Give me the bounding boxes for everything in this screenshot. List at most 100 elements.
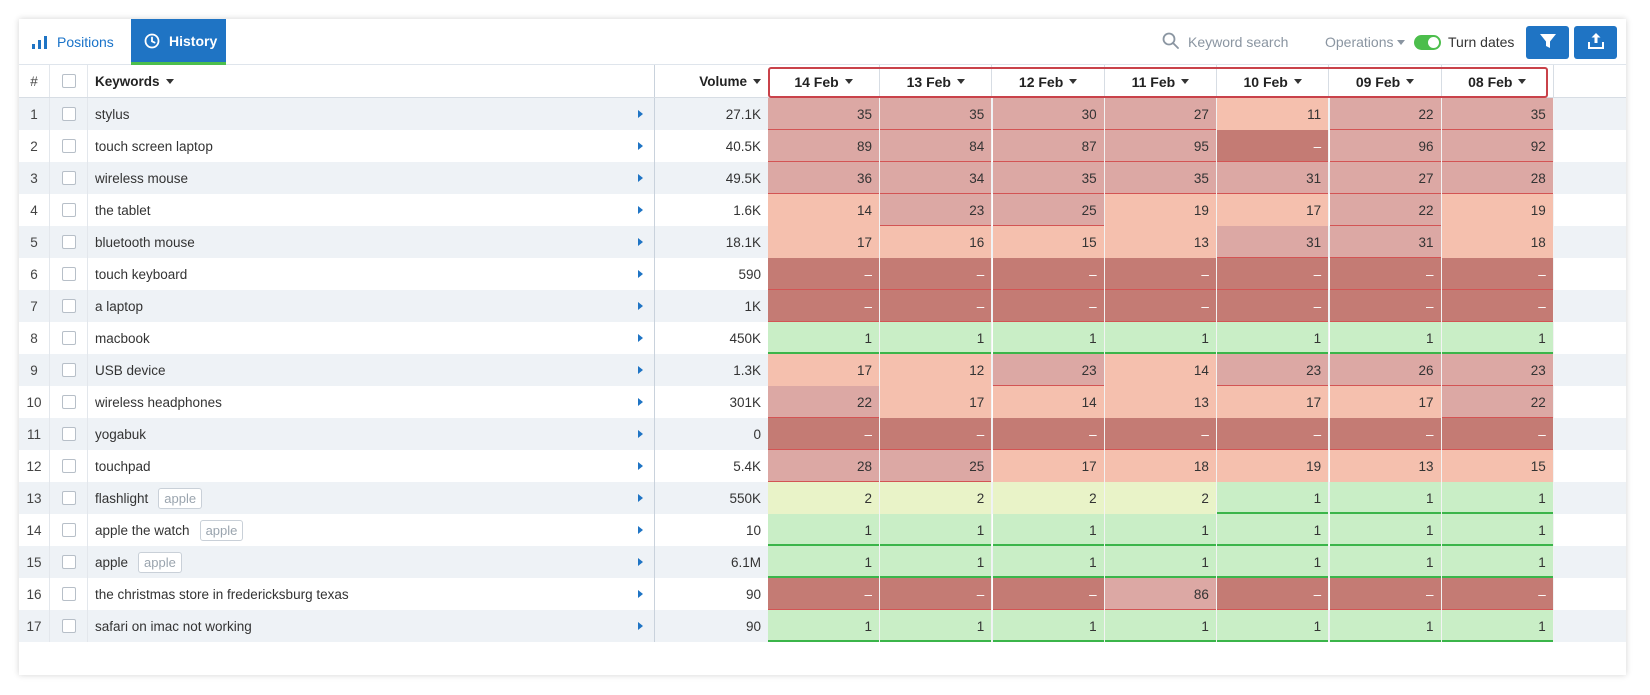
position-cell[interactable]: – (880, 578, 993, 610)
expand-arrow-icon[interactable] (638, 206, 643, 214)
date-column-header[interactable]: 11 Feb (1105, 65, 1217, 98)
position-cell[interactable]: 28 (768, 450, 880, 482)
operations-dropdown[interactable]: Operations (1325, 19, 1406, 65)
position-cell[interactable]: 35 (1441, 98, 1554, 130)
position-cell[interactable]: 84 (880, 130, 993, 162)
position-cell[interactable]: 1 (1329, 610, 1442, 642)
position-cell[interactable]: 1 (1441, 514, 1554, 546)
position-cell[interactable]: 89 (768, 130, 880, 162)
position-cell[interactable]: 1 (1217, 610, 1330, 642)
position-cell[interactable]: – (1329, 418, 1442, 450)
position-cell[interactable]: 1 (880, 546, 993, 578)
keyword-tag[interactable]: apple (138, 551, 182, 573)
expand-arrow-icon[interactable] (638, 110, 643, 118)
position-cell[interactable]: 95 (1104, 130, 1217, 162)
position-cell[interactable]: – (992, 418, 1105, 450)
expand-arrow-icon[interactable] (638, 494, 643, 502)
position-cell[interactable]: 22 (768, 386, 880, 418)
position-cell[interactable]: 1 (1104, 322, 1217, 354)
position-cell[interactable]: 1 (768, 610, 880, 642)
expand-arrow-icon[interactable] (638, 238, 643, 246)
position-cell[interactable]: 23 (1217, 354, 1330, 386)
date-column-header[interactable]: 14 Feb (768, 65, 880, 98)
position-cell[interactable]: 31 (1329, 226, 1442, 258)
position-cell[interactable]: 12 (880, 354, 993, 386)
keyword-text[interactable]: a laptop (95, 298, 144, 314)
col-header-keywords[interactable]: Keywords (88, 65, 655, 97)
row-checkbox[interactable] (61, 427, 76, 441)
position-cell[interactable]: 13 (1104, 386, 1217, 418)
position-cell[interactable]: 1 (768, 514, 880, 546)
position-cell[interactable]: 18 (1441, 226, 1554, 258)
position-cell[interactable]: 23 (1441, 354, 1554, 386)
position-cell[interactable]: 34 (880, 162, 993, 194)
position-cell[interactable]: 22 (1329, 194, 1442, 226)
position-cell[interactable]: 23 (992, 354, 1105, 386)
keyword-text[interactable]: flashlight (95, 490, 149, 506)
keyword-text[interactable]: touch keyboard (95, 266, 188, 282)
keyword-text[interactable]: wireless headphones (95, 394, 222, 410)
turn-dates-toggle[interactable] (1414, 34, 1441, 50)
position-cell[interactable]: 1 (1441, 610, 1554, 642)
position-cell[interactable]: 96 (1329, 130, 1442, 162)
position-cell[interactable]: 87 (992, 130, 1105, 162)
position-cell[interactable]: 86 (1104, 578, 1217, 610)
filter-button[interactable] (1526, 26, 1569, 59)
position-cell[interactable]: – (1441, 290, 1554, 322)
position-cell[interactable]: 1 (1441, 482, 1554, 514)
position-cell[interactable]: – (768, 258, 880, 290)
position-cell[interactable]: 28 (1441, 162, 1554, 194)
position-cell[interactable]: – (768, 418, 880, 450)
position-cell[interactable]: – (1329, 258, 1442, 290)
position-cell[interactable]: 2 (992, 482, 1105, 514)
position-cell[interactable]: – (768, 290, 880, 322)
position-cell[interactable]: – (1441, 578, 1554, 610)
position-cell[interactable]: 27 (1104, 98, 1217, 130)
position-cell[interactable]: 1 (1104, 514, 1217, 546)
position-cell[interactable]: 1 (880, 514, 993, 546)
position-cell[interactable]: 30 (992, 98, 1105, 130)
position-cell[interactable]: 1 (1217, 482, 1330, 514)
date-column-header[interactable]: 13 Feb (880, 65, 993, 98)
position-cell[interactable]: – (992, 258, 1105, 290)
position-cell[interactable]: 22 (1441, 386, 1554, 418)
position-cell[interactable]: 2 (880, 482, 993, 514)
position-cell[interactable]: – (1441, 418, 1554, 450)
position-cell[interactable]: 35 (768, 98, 880, 130)
col-header-volume[interactable]: Volume (655, 65, 768, 97)
position-cell[interactable]: – (880, 290, 993, 322)
position-cell[interactable]: 13 (1329, 450, 1442, 482)
position-cell[interactable]: 1 (992, 546, 1105, 578)
position-cell[interactable]: 1 (1329, 514, 1442, 546)
position-cell[interactable]: 35 (1104, 162, 1217, 194)
position-cell[interactable]: 17 (768, 354, 880, 386)
keyword-tag[interactable]: apple (199, 519, 244, 541)
export-button[interactable] (1574, 26, 1617, 59)
position-cell[interactable]: 15 (992, 226, 1105, 258)
expand-arrow-icon[interactable] (638, 590, 643, 598)
expand-arrow-icon[interactable] (638, 302, 643, 310)
position-cell[interactable]: 17 (768, 226, 880, 258)
select-all-checkbox[interactable] (61, 74, 76, 88)
position-cell[interactable]: 25 (992, 194, 1105, 226)
position-cell[interactable]: 17 (1329, 386, 1442, 418)
position-cell[interactable]: – (992, 290, 1105, 322)
date-column-header[interactable]: 10 Feb (1217, 65, 1330, 98)
expand-arrow-icon[interactable] (638, 174, 643, 182)
row-checkbox[interactable] (61, 139, 76, 153)
position-cell[interactable]: 14 (1104, 354, 1217, 386)
row-checkbox[interactable] (61, 491, 76, 505)
position-cell[interactable]: 1 (1329, 322, 1442, 354)
keyword-text[interactable]: bluetooth mouse (95, 234, 195, 250)
position-cell[interactable]: 1 (992, 322, 1105, 354)
position-cell[interactable]: – (1104, 290, 1217, 322)
tab-positions[interactable]: Positions (19, 19, 127, 65)
position-cell[interactable]: – (1217, 258, 1330, 290)
search-input[interactable]: Keyword search (1188, 34, 1289, 50)
date-column-header[interactable]: 12 Feb (993, 65, 1105, 98)
keyword-text[interactable]: touchpad (95, 458, 151, 474)
position-cell[interactable]: 16 (880, 226, 993, 258)
expand-arrow-icon[interactable] (638, 398, 643, 406)
position-cell[interactable]: 27 (1329, 162, 1442, 194)
position-cell[interactable]: – (880, 258, 993, 290)
